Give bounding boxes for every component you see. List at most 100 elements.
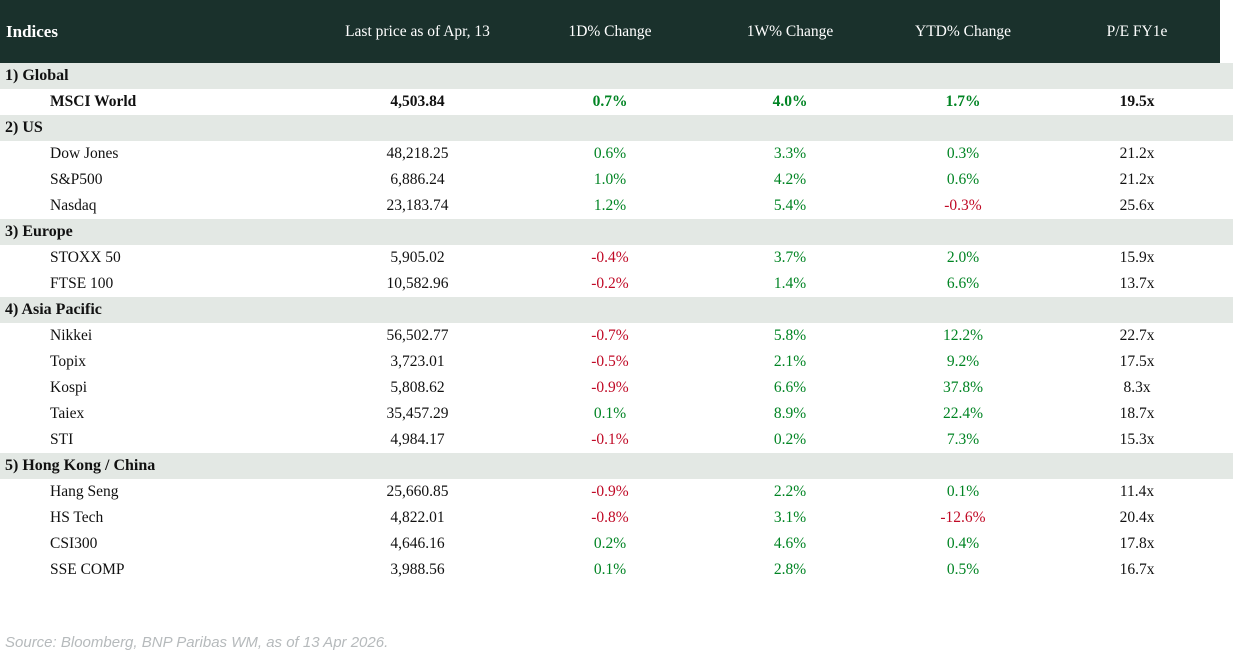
section-label: 5) Hong Kong / China [0, 453, 1233, 479]
last-price-cell: 5,808.62 [390, 379, 445, 396]
last-price-cell: 5,905.02 [390, 249, 445, 266]
index-name-cell: STOXX 50 [50, 249, 121, 266]
table-row: Nasdaq 23,183.74 1.2% 5.4% -0.3% 25.6x [0, 193, 1233, 219]
last-price-cell: 23,183.74 [386, 197, 449, 214]
change-1d-cell: -0.2% [591, 275, 629, 292]
pe-fy1e-cell: 20.4x [1119, 509, 1155, 526]
index-name-cell: STI [50, 431, 74, 448]
section-header-row: 5) Hong Kong / China [0, 453, 1233, 479]
index-name-cell: Taiex [50, 405, 85, 422]
last-price-cell: 6,886.24 [390, 171, 445, 188]
change-1d-cell: -0.9% [591, 483, 629, 500]
change-ytd-cell: 2.0% [946, 249, 980, 266]
change-1w-cell: 2.1% [773, 353, 807, 370]
change-1d-cell: -0.1% [591, 431, 629, 448]
change-1w-cell: 0.2% [773, 431, 807, 448]
change-ytd-cell: 0.3% [946, 145, 980, 162]
index-name-cell: FTSE 100 [50, 275, 114, 292]
change-ytd-cell: 6.6% [946, 275, 980, 292]
header-right-notch [1220, 0, 1233, 63]
column-header-last-price: Last price as of Apr, 13 [310, 0, 525, 63]
change-1w-cell: 5.8% [773, 327, 807, 344]
last-price-cell: 4,646.16 [390, 535, 445, 552]
table-row: Hang Seng 25,660.85 -0.9% 2.2% 0.1% 11.4… [0, 479, 1233, 505]
pe-fy1e-cell: 8.3x [1123, 379, 1151, 396]
index-name-cell: CSI300 [50, 535, 98, 552]
pe-fy1e-cell: 11.4x [1119, 483, 1155, 500]
change-1d-cell: -0.9% [591, 379, 629, 396]
change-ytd-cell: 0.4% [946, 535, 980, 552]
change-1w-cell: 3.7% [773, 249, 807, 266]
pe-fy1e-cell: 22.7x [1119, 327, 1155, 344]
index-name-cell: HS Tech [50, 509, 104, 526]
table-row: Dow Jones 48,218.25 0.6% 3.3% 0.3% 21.2x [0, 141, 1233, 167]
last-price-cell: 4,503.84 [390, 93, 445, 110]
change-1d-cell: -0.5% [591, 353, 629, 370]
change-1d-cell: 0.1% [593, 561, 627, 578]
change-1w-cell: 8.9% [773, 405, 807, 422]
section-label: 2) US [0, 115, 1233, 141]
pe-fy1e-cell: 13.7x [1119, 275, 1155, 292]
column-header-1d-change: 1D% Change [525, 0, 695, 63]
change-1d-cell: 1.0% [593, 171, 627, 188]
index-name-cell: Dow Jones [50, 145, 119, 162]
change-ytd-cell: 1.7% [945, 93, 981, 110]
change-1d-cell: -0.4% [591, 249, 629, 266]
table-row: HS Tech 4,822.01 -0.8% 3.1% -12.6% 20.4x [0, 505, 1233, 531]
section-label: 3) Europe [0, 219, 1233, 245]
change-1w-cell: 2.2% [773, 483, 807, 500]
change-ytd-cell: 9.2% [946, 353, 980, 370]
column-header-indices: Indices [0, 0, 310, 63]
pe-fy1e-cell: 15.3x [1119, 431, 1155, 448]
last-price-cell: 35,457.29 [386, 405, 449, 422]
index-name-cell: Kospi [50, 379, 88, 396]
indices-table: Indices Last price as of Apr, 13 1D% Cha… [0, 0, 1233, 583]
index-name-cell: Topix [50, 353, 86, 370]
index-name-cell: S&P500 [50, 171, 103, 188]
change-1d-cell: 0.7% [592, 93, 628, 110]
last-price-cell: 10,582.96 [386, 275, 449, 292]
change-ytd-cell: -12.6% [940, 509, 986, 526]
change-ytd-cell: 37.8% [942, 379, 984, 396]
section-label: 4) Asia Pacific [0, 297, 1233, 323]
section-label: 1) Global [0, 63, 1233, 89]
table-header-row: Indices Last price as of Apr, 13 1D% Cha… [0, 0, 1233, 63]
change-1d-cell: 0.6% [593, 145, 627, 162]
table-row: MSCI World 4,503.84 0.7% 4.0% 1.7% 19.5x [0, 89, 1233, 115]
change-1d-cell: 1.2% [593, 197, 627, 214]
table-row: FTSE 100 10,582.96 -0.2% 1.4% 6.6% 13.7x [0, 271, 1233, 297]
table-row: STI 4,984.17 -0.1% 0.2% 7.3% 15.3x [0, 427, 1233, 453]
last-price-cell: 4,822.01 [390, 509, 445, 526]
pe-fy1e-cell: 21.2x [1119, 171, 1155, 188]
change-ytd-cell: 0.6% [946, 171, 980, 188]
column-header-ytd-change: YTD% Change [885, 0, 1041, 63]
table-row: STOXX 50 5,905.02 -0.4% 3.7% 2.0% 15.9x [0, 245, 1233, 271]
change-1d-cell: 0.2% [593, 535, 627, 552]
column-header-pe-fy1e: P/E FY1e [1041, 0, 1233, 63]
change-1w-cell: 2.8% [773, 561, 807, 578]
change-ytd-cell: 22.4% [942, 405, 984, 422]
index-name-cell: Nikkei [50, 327, 93, 344]
pe-fy1e-cell: 17.5x [1119, 353, 1155, 370]
change-ytd-cell: 0.5% [946, 561, 980, 578]
change-1w-cell: 5.4% [773, 197, 807, 214]
change-1w-cell: 3.1% [773, 509, 807, 526]
last-price-cell: 4,984.17 [390, 431, 445, 448]
section-header-row: 4) Asia Pacific [0, 297, 1233, 323]
table-row: S&P500 6,886.24 1.0% 4.2% 0.6% 21.2x [0, 167, 1233, 193]
table-row: SSE COMP 3,988.56 0.1% 2.8% 0.5% 16.7x [0, 557, 1233, 583]
pe-fy1e-cell: 19.5x [1119, 93, 1155, 110]
index-name-cell: SSE COMP [50, 561, 125, 578]
table-row: CSI300 4,646.16 0.2% 4.6% 0.4% 17.8x [0, 531, 1233, 557]
section-header-row: 1) Global [0, 63, 1233, 89]
section-header-row: 3) Europe [0, 219, 1233, 245]
last-price-cell: 3,988.56 [390, 561, 445, 578]
pe-fy1e-cell: 15.9x [1119, 249, 1155, 266]
pe-fy1e-cell: 18.7x [1119, 405, 1155, 422]
pe-fy1e-cell: 16.7x [1119, 561, 1155, 578]
pe-fy1e-cell: 17.8x [1119, 535, 1155, 552]
change-1w-cell: 6.6% [773, 379, 807, 396]
change-1d-cell: 0.1% [593, 405, 627, 422]
change-1d-cell: -0.8% [591, 509, 629, 526]
section-header-row: 2) US [0, 115, 1233, 141]
